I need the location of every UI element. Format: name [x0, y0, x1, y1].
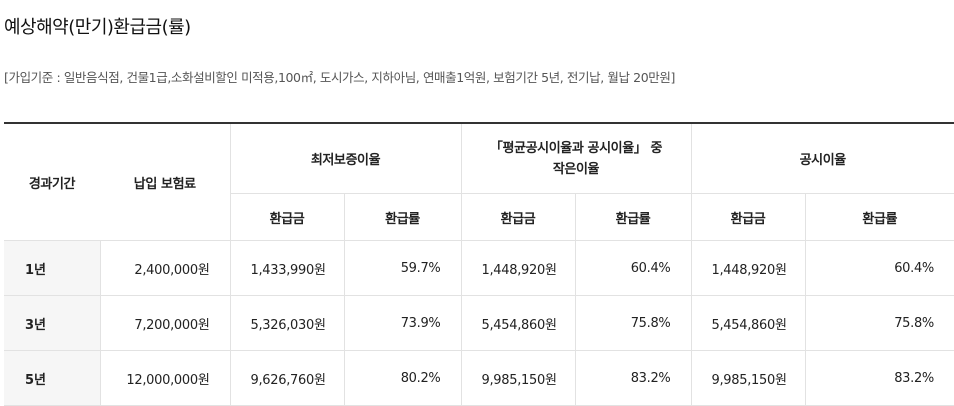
cell-g2-refund: 1,448,920원	[460, 240, 575, 296]
cell-g1-refund: 1,433,990원	[229, 240, 344, 296]
header-lesser-rate: 「평균공시이율과 공시이율」 중 작은이율	[460, 123, 691, 194]
cell-premium: 7,200,000원	[99, 295, 230, 351]
cell-g1-refund: 5,326,030원	[229, 295, 344, 351]
cell-g3-refund: 1,448,920원	[690, 240, 805, 296]
cell-g3-rate: 75.8%	[804, 295, 954, 351]
cell-period: 3년	[4, 295, 100, 351]
cell-premium: 2,400,000원	[99, 240, 230, 296]
subheader-refund: 환급금	[229, 193, 344, 241]
table-header-row: 경과기간 납입 보험료 최저보증이율 「평균공시이율과 공시이율」 중 작은이율…	[4, 123, 954, 241]
page-title: 예상해약(만기)환급금(률)	[4, 17, 191, 38]
subheader-rate: 환급률	[574, 193, 691, 241]
subheader-rate: 환급률	[804, 193, 954, 241]
cell-g2-rate: 60.4%	[574, 240, 691, 296]
table-row: 5년 12,000,000원 9,626,760원 80.2% 9,985,15…	[4, 350, 954, 406]
cell-g3-refund: 9,985,150원	[690, 350, 805, 406]
cell-period: 1년	[4, 240, 100, 296]
cell-g1-rate: 59.7%	[343, 240, 461, 296]
cell-g2-refund: 9,985,150원	[460, 350, 575, 406]
header-lesser-rate-line1: 「평균공시이율과 공시이율」 중	[489, 140, 663, 156]
header-period: 경과기간	[4, 123, 100, 241]
cell-g2-rate: 83.2%	[574, 350, 691, 406]
table-subheader-row: 환급금 환급률 환급금 환급률 환급금 환급률	[4, 193, 954, 241]
table-row: 3년 7,200,000원 5,326,030원 73.9% 5,454,860…	[4, 295, 954, 351]
header-lesser-rate-line2: 작은이율	[552, 161, 600, 177]
cell-g1-rate: 73.9%	[343, 295, 461, 351]
cell-g2-refund: 5,454,860원	[460, 295, 575, 351]
refund-table: 경과기간 납입 보험료 최저보증이율 「평균공시이율과 공시이율」 중 작은이율…	[4, 122, 954, 406]
cell-g3-refund: 5,454,860원	[690, 295, 805, 351]
header-min-guaranteed-rate: 최저보증이율	[229, 123, 461, 194]
table-row: 1년 2,400,000원 1,433,990원 59.7% 1,448,920…	[4, 240, 954, 296]
header-premium: 납입 보험료	[100, 123, 230, 241]
subscription-basis-note: [가입기준 : 일반음식점, 건물1급,소화설비할인 미적용,100㎡, 도시가…	[4, 70, 675, 85]
cell-g1-rate: 80.2%	[343, 350, 461, 406]
subheader-refund: 환급금	[690, 193, 805, 241]
cell-premium: 12,000,000원	[99, 350, 230, 406]
header-announced-rate: 공시이율	[690, 123, 954, 194]
cell-period: 5년	[4, 350, 100, 406]
cell-g1-refund: 9,626,760원	[229, 350, 344, 406]
cell-g3-rate: 60.4%	[804, 240, 954, 296]
subheader-refund: 환급금	[460, 193, 575, 241]
cell-g2-rate: 75.8%	[574, 295, 691, 351]
subheader-rate: 환급률	[343, 193, 461, 241]
cell-g3-rate: 83.2%	[804, 350, 954, 406]
